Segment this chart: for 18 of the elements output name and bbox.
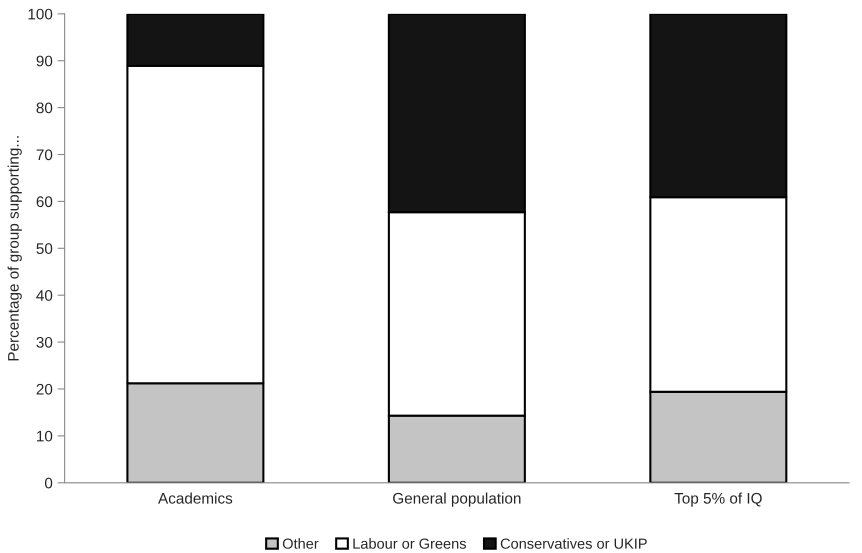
y-tick-label: 100 [28,8,52,20]
y-tick-label: 50 [36,243,52,254]
y-tick-label: 70 [36,149,52,160]
x-tick-label: General population [393,492,520,507]
y-tick-label: 90 [36,56,52,66]
x-tick-label: Top 5% of IQ [674,492,762,507]
y-tick-label: 80 [36,102,52,114]
y-tick-label: 30 [36,336,52,348]
legend-label: Conservatives or UKIP [500,538,647,549]
y-tick-label: 0 [44,478,52,488]
y-axis-title: Percentage of group supporting... [8,136,22,360]
y-tick-label: 40 [36,290,52,301]
y-tick-label: 20 [36,384,52,395]
y-tick-label: 10 [37,430,52,442]
legend-label: Other [282,538,318,549]
y-tick-label: 60 [36,196,52,208]
legend-label: Labour or Greens [353,538,466,549]
x-tick-label: Academics [158,492,232,504]
